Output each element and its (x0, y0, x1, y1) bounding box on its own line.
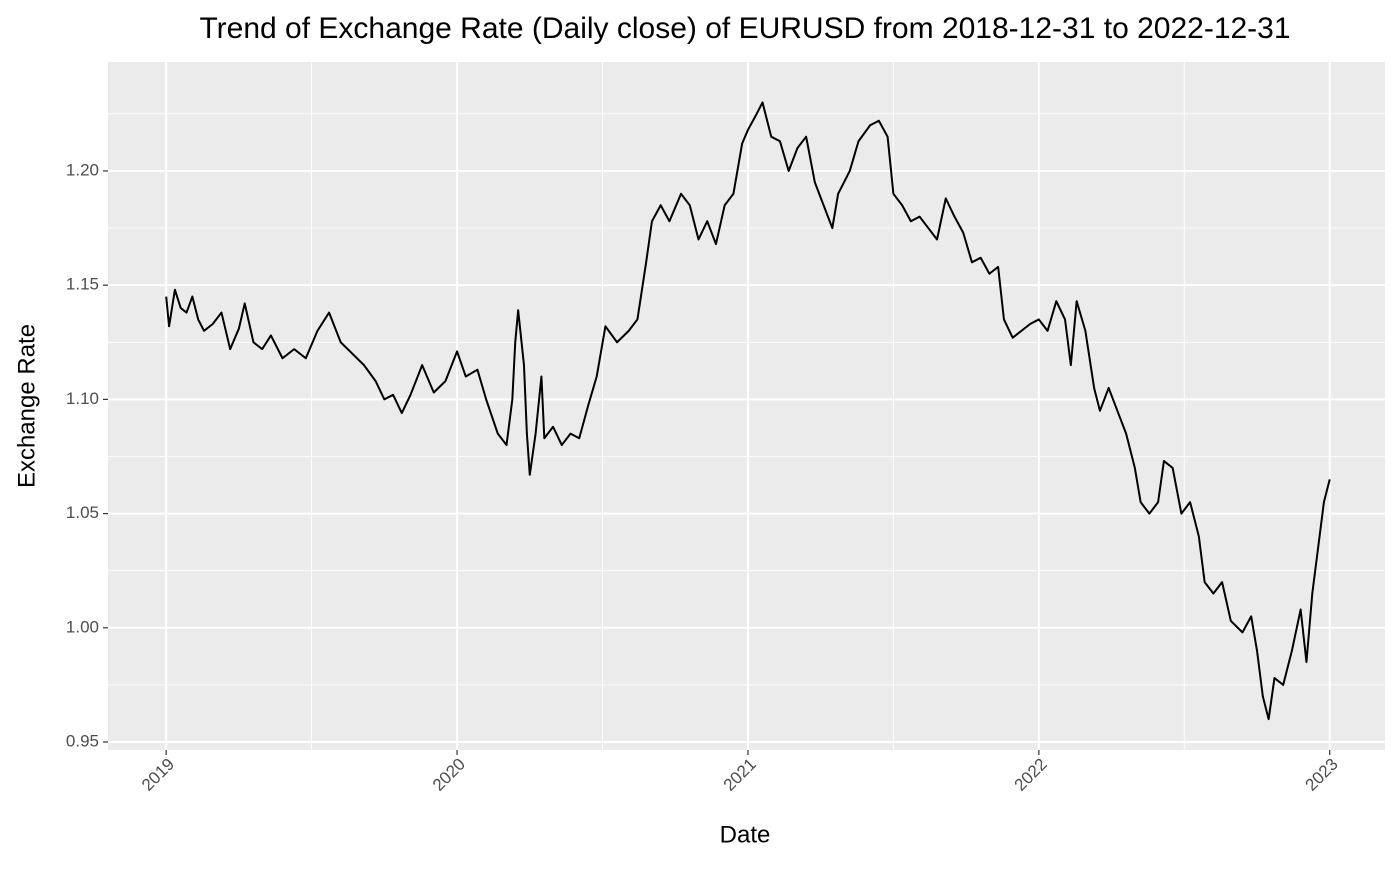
chart-title: Trend of Exchange Rate (Daily close) of … (199, 12, 1290, 45)
y-axis-title: Exchange Rate (13, 324, 40, 488)
x-axis-title: Date (720, 821, 771, 848)
panel (108, 62, 1385, 750)
series-line (165, 101, 1331, 721)
y-tick-label: 1.05 (66, 503, 99, 522)
x-tick-label: 2021 (720, 755, 760, 795)
y-tick-label: 1.15 (66, 275, 99, 294)
y-tick-label: 1.00 (66, 617, 99, 636)
y-tick-label: 1.20 (66, 160, 99, 179)
y-tick-label: 1.10 (66, 389, 99, 408)
y-tick-label: 0.95 (66, 731, 99, 750)
x-tick-label: 2020 (429, 755, 469, 795)
x-tick-label: 2023 (1302, 755, 1342, 795)
x-tick-label: 2022 (1011, 755, 1051, 795)
x-tick-label: 2019 (138, 755, 178, 795)
